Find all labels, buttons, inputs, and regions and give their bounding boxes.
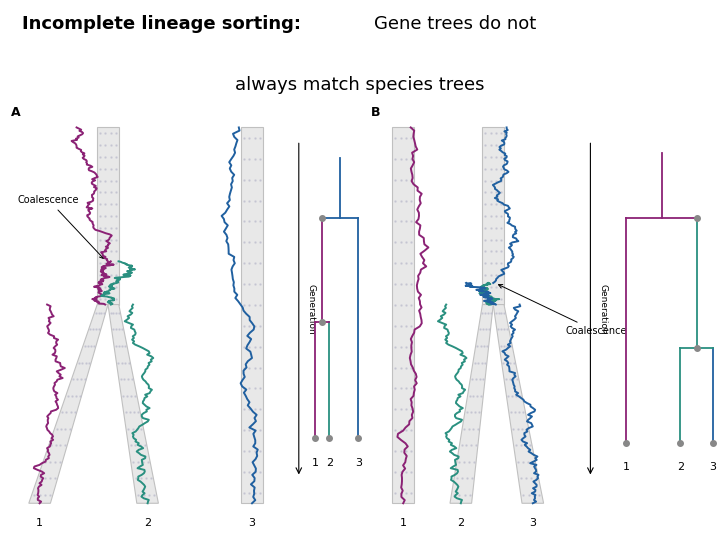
Text: 1: 1 xyxy=(312,458,318,468)
Polygon shape xyxy=(450,305,493,503)
Text: 2: 2 xyxy=(144,518,151,529)
Text: Generation: Generation xyxy=(307,284,316,334)
Text: always match species trees: always match species trees xyxy=(235,76,485,94)
Polygon shape xyxy=(482,127,504,305)
Text: 1: 1 xyxy=(36,518,43,529)
Text: 2: 2 xyxy=(677,462,684,472)
Text: 1: 1 xyxy=(400,518,407,529)
Text: B: B xyxy=(371,106,380,119)
Text: 3: 3 xyxy=(355,458,361,468)
Text: 1: 1 xyxy=(623,462,630,472)
Text: Gene trees do not: Gene trees do not xyxy=(374,15,536,32)
Text: Coalescence: Coalescence xyxy=(498,285,626,336)
Text: 3: 3 xyxy=(709,462,716,472)
Polygon shape xyxy=(392,127,414,503)
Polygon shape xyxy=(29,305,108,503)
Polygon shape xyxy=(493,305,544,503)
Text: Coalescence: Coalescence xyxy=(18,195,104,259)
Polygon shape xyxy=(108,305,158,503)
Text: 3: 3 xyxy=(248,518,256,529)
Text: Incomplete lineage sorting:: Incomplete lineage sorting: xyxy=(22,15,301,32)
Text: 2: 2 xyxy=(457,518,464,529)
Polygon shape xyxy=(241,127,263,503)
Text: A: A xyxy=(11,106,20,119)
Text: Generation: Generation xyxy=(598,284,608,334)
Text: 2: 2 xyxy=(326,458,333,468)
Text: 3: 3 xyxy=(529,518,536,529)
Polygon shape xyxy=(97,127,119,305)
